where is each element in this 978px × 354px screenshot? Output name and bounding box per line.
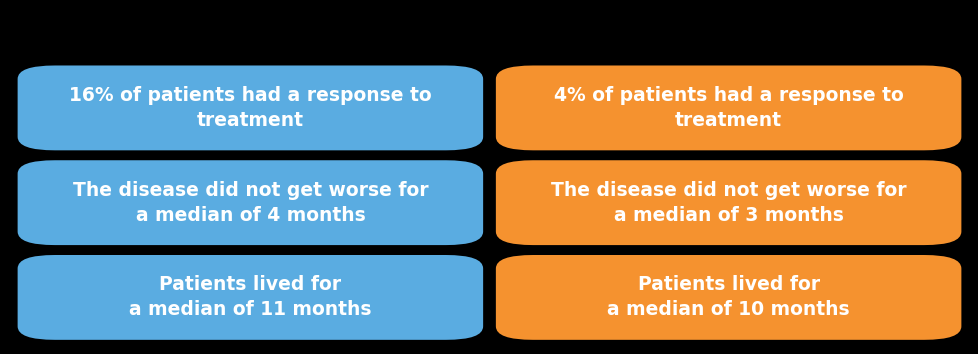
FancyBboxPatch shape <box>18 160 483 245</box>
FancyBboxPatch shape <box>495 65 960 150</box>
Text: 16% of patients had a response to
treatment: 16% of patients had a response to treatm… <box>69 86 431 130</box>
Text: 4% of patients had a response to
treatment: 4% of patients had a response to treatme… <box>554 86 903 130</box>
FancyBboxPatch shape <box>495 255 960 340</box>
Text: The disease did not get worse for
a median of 4 months: The disease did not get worse for a medi… <box>72 181 427 225</box>
FancyBboxPatch shape <box>18 65 483 150</box>
FancyBboxPatch shape <box>18 255 483 340</box>
Text: Patients lived for
a median of 11 months: Patients lived for a median of 11 months <box>129 275 372 319</box>
Text: Patients lived for
a median of 10 months: Patients lived for a median of 10 months <box>606 275 849 319</box>
FancyBboxPatch shape <box>495 160 960 245</box>
Text: The disease did not get worse for
a median of 3 months: The disease did not get worse for a medi… <box>551 181 906 225</box>
